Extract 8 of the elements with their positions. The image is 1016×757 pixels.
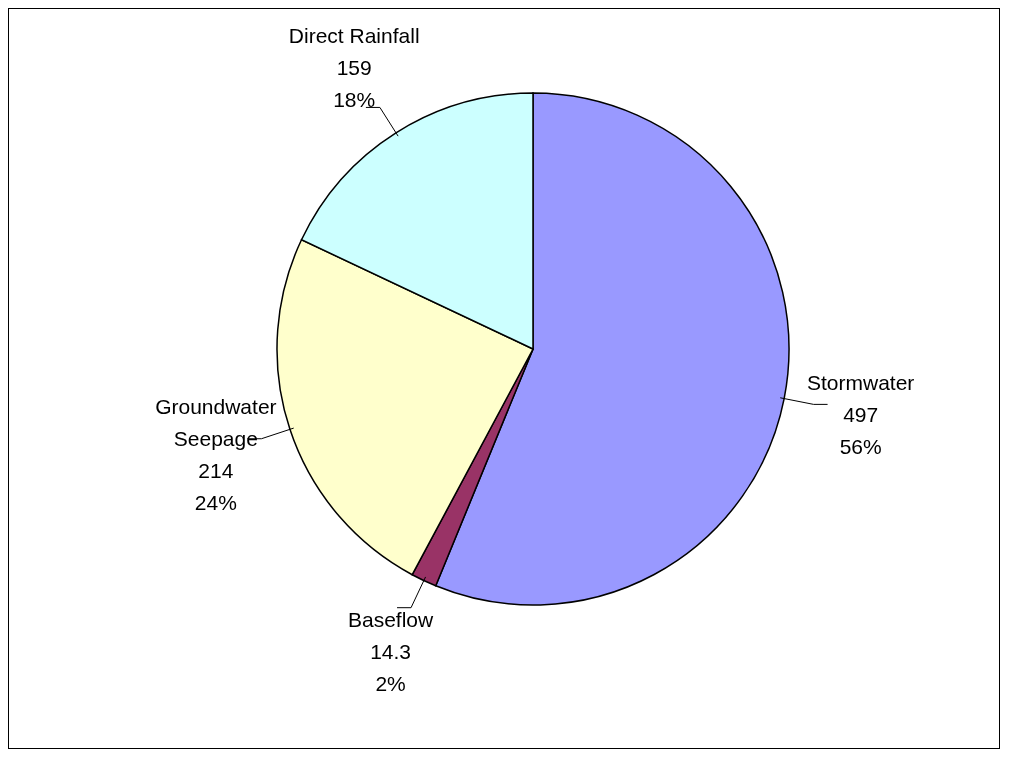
data-label: 214 24% [194,458,237,514]
slice-label: Stormwater [807,370,915,394]
data-label: 14.3 2% [370,639,412,695]
slice-label: Direct Rainfall [288,23,420,47]
data-label: 159 18% [333,55,376,111]
slice-label: Baseflow [347,607,435,631]
data-label: 497 56% [839,402,882,458]
slice-label: Groundwater Seepage [155,394,277,450]
